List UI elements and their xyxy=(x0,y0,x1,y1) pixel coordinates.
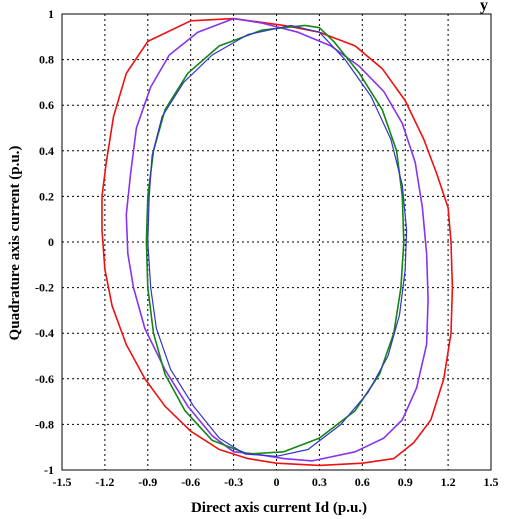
y-tick-label: -1 xyxy=(44,463,54,477)
series-line-3 xyxy=(145,24,405,455)
x-tick-label: 0.6 xyxy=(355,475,370,489)
y-tick-label: -0.8 xyxy=(35,417,54,431)
x-tick-label: -0.6 xyxy=(181,475,200,489)
x-tick-label: -0.9 xyxy=(138,475,157,489)
y-tick-label: 0.2 xyxy=(39,189,54,203)
y-tick-label: 0.8 xyxy=(39,53,54,67)
y-tick-label: 0 xyxy=(48,235,54,249)
y-tick-label: -0.4 xyxy=(35,326,54,340)
x-tick-label: -1.5 xyxy=(53,475,72,489)
x-tick-label: 1.5 xyxy=(484,475,499,489)
series-line-4 xyxy=(147,24,408,457)
series-layer xyxy=(101,17,454,467)
y-tick-label: -0.6 xyxy=(35,372,54,386)
x-tick-label: -0.3 xyxy=(224,475,243,489)
y-tick-labels: 1 0.8 0.6 0.4 0.2 0 -0.2 -0.4 -0.6 -0.8 -1 xyxy=(35,7,54,477)
chart-title-fragment: y xyxy=(480,0,488,14)
x-tick-label: 0 xyxy=(274,475,280,489)
x-tick-labels: -1.5 -1.2 -0.9 -0.6 -0.3 0 0.3 0.6 0.9 1.2 1.5 xyxy=(53,475,499,489)
series-line-1 xyxy=(101,17,454,467)
y-axis-label: Quadrature axis current (p.u.) xyxy=(7,146,23,341)
plot-frame xyxy=(61,13,492,471)
x-tick-label: 1.2 xyxy=(441,475,456,489)
y-tick-label: 0.6 xyxy=(39,98,54,112)
y-tick-label: 1 xyxy=(48,7,54,21)
y-tick-label: -0.2 xyxy=(35,281,54,295)
x-tick-label: 0.3 xyxy=(312,475,327,489)
grid xyxy=(62,14,491,470)
x-tick-label: 0.9 xyxy=(398,475,413,489)
y-tick-label: 0.4 xyxy=(39,144,54,158)
x-axis-label: Direct axis current Id (p.u.) xyxy=(191,500,367,516)
x-tick-label: -1.2 xyxy=(95,475,114,489)
series-line-2 xyxy=(125,17,429,462)
